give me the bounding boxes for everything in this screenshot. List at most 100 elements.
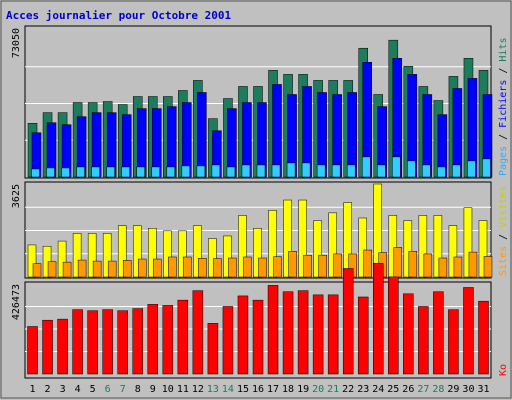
- bar-visites-day-18: [283, 199, 292, 278]
- bar-pages-day-7: [121, 166, 130, 178]
- bar-visites-day-1: [27, 244, 37, 278]
- bar-pages-day-18: [286, 162, 296, 178]
- y-axis-max-label: 73050: [11, 28, 22, 58]
- bar-visites-day-23: [358, 217, 367, 278]
- legend-entry-hits: Hits: [498, 38, 509, 62]
- bar-pages-day-6: [106, 166, 115, 178]
- bar-sites-day-23: [363, 249, 372, 278]
- bar-visites-day-19: [298, 199, 307, 278]
- x-tick-label-day-20: 20: [312, 384, 324, 395]
- bar-fichiers-day-17: [272, 84, 282, 178]
- bar-ko-day-27: [418, 306, 429, 375]
- bar-sites-day-25: [393, 247, 403, 278]
- x-tick-label-day-8: 8: [135, 384, 141, 395]
- legend-entry-ko: Ko: [498, 364, 509, 376]
- bar-sites-day-26: [408, 251, 418, 278]
- legend-ko: Ko: [498, 364, 509, 376]
- x-tick-label-day-27: 27: [417, 384, 429, 395]
- x-tick-label-day-17: 17: [267, 384, 279, 395]
- x-tick-label-day-14: 14: [222, 384, 234, 395]
- bar-visites-day-6: [102, 233, 112, 278]
- bar-pages-day-26: [407, 160, 416, 178]
- bar-fichiers-day-29: [452, 88, 463, 178]
- legend-visites-sites: Sites / Visites: [498, 186, 509, 276]
- bar-ko-day-31: [478, 300, 489, 375]
- legend-entry-sites: Sites: [498, 246, 509, 276]
- bar-sites-day-20: [318, 254, 327, 278]
- bar-visites-day-5: [87, 233, 97, 278]
- bar-pages-day-3: [61, 167, 70, 178]
- bar-ko-day-10: [162, 305, 174, 375]
- bar-pages-day-30: [467, 160, 476, 178]
- bar-ko-day-15: [237, 295, 249, 375]
- bar-pages-day-28: [437, 166, 446, 178]
- x-tick-label-day-15: 15: [237, 384, 249, 395]
- bar-pages-day-25: [392, 156, 401, 178]
- bar-ko-day-13: [207, 323, 219, 375]
- bar-visites-day-11: [178, 230, 187, 278]
- bar-sites-day-13: [213, 258, 222, 278]
- bar-ko-day-26: [403, 293, 414, 375]
- bar-visites-day-15: [238, 215, 247, 278]
- bar-sites-day-8: [137, 258, 147, 278]
- bar-ko-day-18: [282, 291, 294, 375]
- legend-separator: /: [498, 62, 509, 80]
- bar-visites-day-9: [148, 228, 157, 278]
- chart-title: Acces journalier pour Octobre 2001: [6, 9, 232, 22]
- bar-fichiers-day-21: [332, 94, 342, 178]
- bar-ko-day-30: [463, 287, 474, 375]
- bar-ko-day-8: [132, 308, 143, 375]
- x-tick-label-day-13: 13: [207, 384, 219, 395]
- panel-visites-sites: 3625 Sites / Visites: [11, 181, 509, 279]
- bar-visites-day-8: [132, 225, 142, 278]
- bar-sites-day-18: [288, 251, 297, 278]
- x-tick-label-day-25: 25: [387, 384, 399, 395]
- bar-pages-day-15: [241, 164, 251, 178]
- bar-pages-day-12: [196, 165, 206, 178]
- x-axis-tick-labels: 1 2 3 4 5 6 7 8 9 10 11 12 13 14 15 16 17 18 19 20 21 22 23 24 2…: [30, 384, 490, 395]
- bar-ko-day-23: [357, 296, 369, 375]
- x-tick-label-day-6: 6: [105, 384, 111, 395]
- legend-separator: /: [498, 228, 509, 246]
- bar-sites-day-21: [333, 253, 342, 278]
- bar-ko-day-5: [87, 310, 98, 375]
- x-tick-label-day-26: 26: [402, 384, 414, 395]
- bar-visites-day-30: [463, 207, 473, 278]
- panel-ko: 426473 Ko: [11, 262, 509, 379]
- x-tick-label-day-29: 29: [447, 384, 459, 395]
- bar-ko-day-28: [433, 291, 444, 375]
- x-tick-label-day-16: 16: [252, 384, 264, 395]
- bar-visites-day-3: [57, 240, 67, 278]
- bar-fichiers-day-12: [197, 92, 207, 178]
- bar-pages-day-16: [256, 164, 266, 178]
- bar-sites-day-7: [122, 260, 132, 278]
- bar-visites-day-10: [163, 230, 172, 278]
- bar-ko-day-12: [192, 290, 204, 375]
- bar-pages-day-9: [151, 166, 161, 178]
- bar-sites-day-17: [273, 256, 282, 278]
- bar-pages-day-17: [271, 164, 281, 178]
- y-axis-max-label: 3625: [11, 184, 22, 208]
- x-tick-label-day-22: 22: [342, 384, 354, 395]
- x-tick-label-day-23: 23: [357, 384, 369, 395]
- bar-sites-day-27: [423, 253, 433, 278]
- bar-visites-day-27: [418, 215, 428, 278]
- bar-ko-day-6: [102, 309, 113, 375]
- bar-sites-day-10: [168, 256, 177, 278]
- bar-ko-day-11: [177, 299, 189, 375]
- bar-sites-day-9: [153, 258, 162, 278]
- bar-visites-day-20: [313, 220, 322, 278]
- bar-sites-day-12: [198, 258, 207, 278]
- bar-visites-day-7: [117, 225, 127, 278]
- bar-pages-day-20: [316, 164, 326, 178]
- panel-pages-fichiers-hits: 73050 Pages / Fichiers / Hits: [11, 25, 509, 179]
- bar-pages-day-13: [211, 164, 221, 178]
- bar-ko-day-1: [27, 326, 38, 375]
- bar-sites-day-16: [258, 257, 267, 278]
- x-tick-label-day-2: 2: [45, 384, 51, 395]
- bar-pages-day-4: [76, 166, 85, 178]
- x-tick-label-day-12: 12: [192, 384, 204, 395]
- bar-ko-day-24: [373, 262, 384, 375]
- bar-visites-day-12: [193, 225, 202, 278]
